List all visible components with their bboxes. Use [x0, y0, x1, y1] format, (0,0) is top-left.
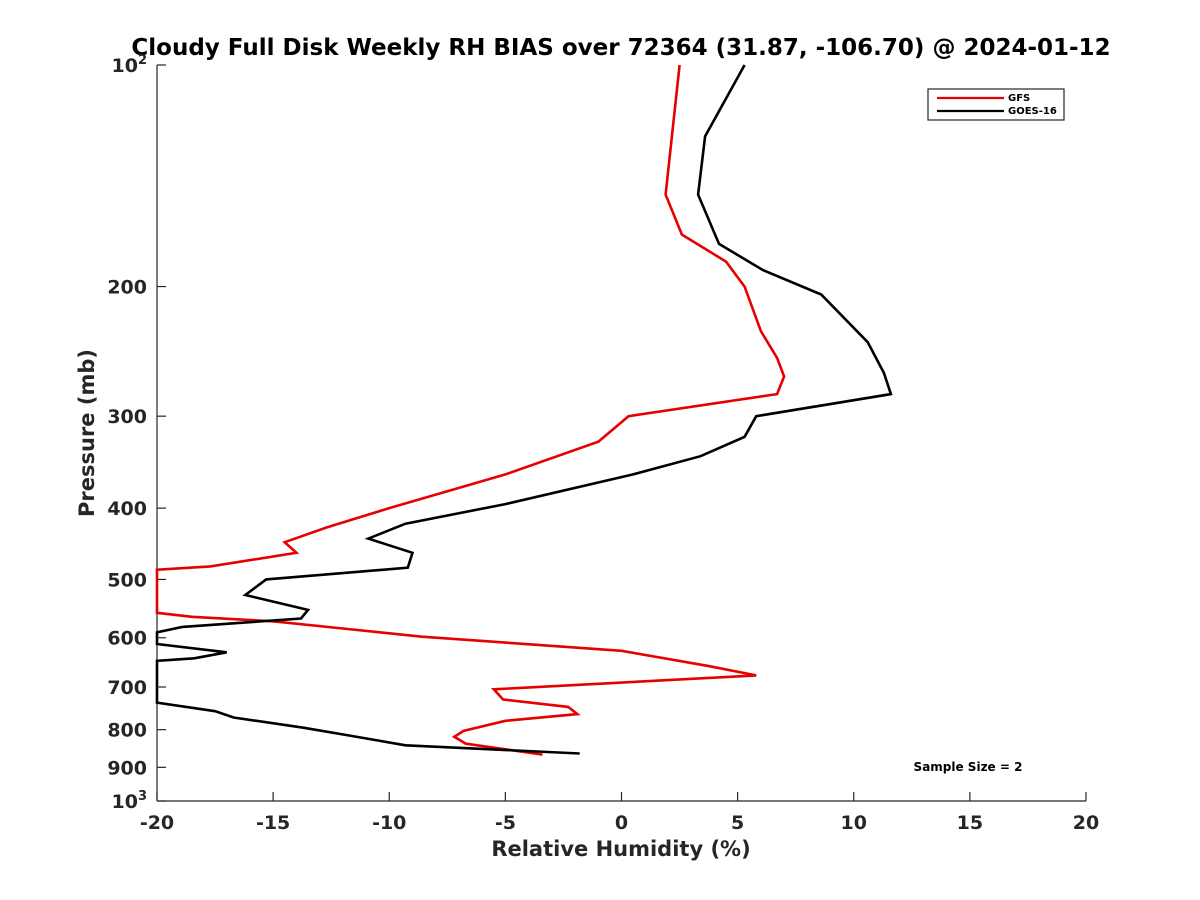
x-tick-label: 15	[957, 812, 983, 834]
series-group	[155, 64, 893, 756]
x-tick-label: -10	[372, 812, 406, 834]
x-tick-label: 0	[615, 812, 628, 834]
y-tick-label: 700	[107, 677, 147, 699]
y-tick-base: 200	[107, 277, 147, 299]
y-tick-base: 500	[107, 569, 147, 591]
y-tick-base: 10	[112, 55, 138, 77]
legend-label-gfs: GFS	[1008, 93, 1030, 104]
y-tick-label: 300	[107, 406, 147, 428]
y-tick-base: 900	[107, 757, 147, 779]
y-tick-label: 800	[107, 720, 147, 742]
chart-title: Cloudy Full Disk Weekly RH BIAS over 723…	[131, 35, 1110, 61]
y-tick-base: 400	[107, 498, 147, 520]
y-tick-base: 700	[107, 677, 147, 699]
y-tick-label: 200	[107, 277, 147, 299]
x-ticks: -20 -15 -10 -5 0 5 10 15 20	[140, 792, 1099, 834]
x-tick-label: -5	[495, 812, 516, 834]
legend-label-goes16: GOES-16	[1008, 106, 1057, 117]
y-tick-base: 600	[107, 628, 147, 650]
y-tick-base: 300	[107, 406, 147, 428]
y-tick-label: 500	[107, 569, 147, 591]
y-tick-label: 103	[112, 789, 148, 813]
y-tick-label: 400	[107, 498, 147, 520]
x-tick-label: 20	[1073, 812, 1099, 834]
y-tick-base: 800	[107, 720, 147, 742]
y-tick-exponent: 3	[138, 789, 147, 804]
y-axis-label: Pressure (mb)	[75, 349, 99, 517]
series-line-gfs	[155, 64, 786, 756]
x-tick-label: -15	[256, 812, 290, 834]
x-tick-label: 10	[841, 812, 867, 834]
y-tick-label: 600	[107, 628, 147, 650]
y-tick-label: 102	[112, 53, 148, 77]
x-axis-label: Relative Humidity (%)	[491, 837, 750, 861]
series-line-goes-16	[155, 64, 893, 755]
x-tick-label: 5	[731, 812, 744, 834]
x-tick-label: -20	[140, 812, 174, 834]
legend-box	[927, 88, 1065, 121]
legend: GFS GOES-16	[927, 88, 1065, 121]
sample-size-annotation: Sample Size = 2	[914, 760, 1023, 774]
plot-area	[155, 64, 1086, 802]
y-tick-label: 900	[107, 757, 147, 779]
y-tick-base: 10	[112, 791, 138, 813]
y-tick-exponent: 2	[138, 53, 147, 68]
